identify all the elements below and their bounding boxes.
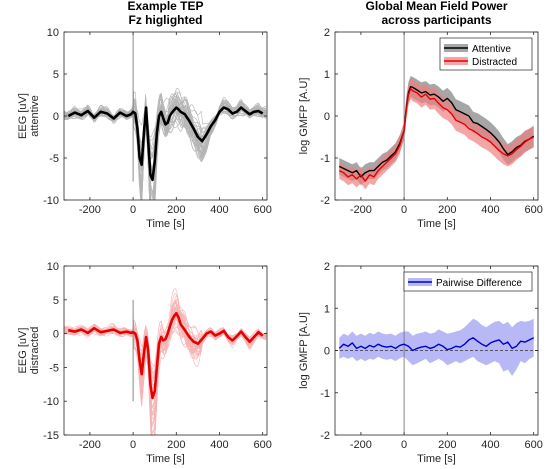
chart-tep_attentive: -200 0 200 400 600 -10 -5 0 5 10 Time [s] EEG [uV] a… <box>17 0 272 230</box>
x-tick-label: 200 <box>167 439 185 451</box>
y-tick-label: -10 <box>43 195 59 207</box>
plot-area <box>64 32 267 200</box>
chart-title: across participants <box>381 13 491 27</box>
y-tick-label: -2 <box>320 430 330 442</box>
y-tick-label: 5 <box>53 69 59 81</box>
band-pairwise-difference <box>339 318 534 376</box>
legend-label: Attentive <box>472 44 511 55</box>
chart-title: Example TEP <box>127 0 203 13</box>
plot-area <box>335 266 538 435</box>
y-tick-label: 0 <box>324 346 330 358</box>
y-axis-label: EEG [uV] <box>17 328 29 374</box>
y-tick-label: 1 <box>324 303 330 315</box>
trial-trace <box>64 305 267 428</box>
legend: Pairwise Difference <box>403 271 533 292</box>
x-tick-label: 600 <box>525 439 543 451</box>
trial-trace <box>64 310 267 416</box>
y-tick-label: 5 <box>53 295 59 307</box>
x-axis-label: Time [s] <box>417 453 456 465</box>
x-tick-label: -200 <box>350 439 372 451</box>
y-tick-label: 1 <box>324 69 330 81</box>
series-line-pairwise-difference <box>338 337 535 352</box>
y-tick-label: -5 <box>49 362 59 374</box>
y-tick-label: 2 <box>324 27 330 39</box>
x-tick-label: 400 <box>481 439 499 451</box>
y-tick-label: 2 <box>324 261 330 273</box>
x-tick-label: 600 <box>254 204 272 216</box>
y-axis-label: log GMFP [A.U] <box>298 78 310 155</box>
x-tick-label: 600 <box>525 204 543 216</box>
y-tick-label: -2 <box>320 195 330 207</box>
y-axis-label: log GMFP [A.U] <box>298 312 310 389</box>
y-tick-label: -5 <box>49 153 59 165</box>
x-tick-label: -200 <box>79 204 101 216</box>
x-tick-label: 0 <box>401 439 407 451</box>
y-tick-label: 10 <box>47 261 59 273</box>
y-tick-label: 0 <box>53 329 59 341</box>
x-tick-label: 0 <box>401 204 407 216</box>
x-tick-label: 400 <box>210 439 228 451</box>
x-axis-label: Time [s] <box>417 218 456 230</box>
y-tick-label: 0 <box>53 111 59 123</box>
legend-label: Pairwise Difference <box>436 278 522 289</box>
series-line-highlight <box>68 312 264 400</box>
x-tick-label: 0 <box>130 204 136 216</box>
chart-gmfp_both: -200 0 200 400 600 -2 -1 0 1 2 Time [s] log GMFP [A… <box>298 0 543 230</box>
y-tick-label: -15 <box>43 430 59 442</box>
chart-title: Fz higlighted <box>129 13 203 27</box>
axes-frame <box>63 265 268 436</box>
chart-gmfp_difference: -200 0 200 400 600 -2 -1 0 1 2 Time [s] log GMFP [A… <box>298 261 543 465</box>
series-line-highlight <box>67 106 264 182</box>
legend-box <box>403 271 533 292</box>
x-tick-label: 400 <box>481 204 499 216</box>
plot-area <box>64 266 267 435</box>
legend-label: Distracted <box>472 57 517 68</box>
legend: Attentive Distracted <box>439 37 533 71</box>
y-axis-label: attentive <box>29 95 41 137</box>
x-tick-label: 200 <box>167 204 185 216</box>
x-axis-label: Time [s] <box>146 218 185 230</box>
y-axis-label: EEG [uV] <box>17 93 29 139</box>
y-tick-label: -1 <box>320 153 330 165</box>
x-tick-label: -200 <box>79 439 101 451</box>
x-tick-label: 0 <box>130 439 136 451</box>
x-tick-label: 400 <box>210 204 228 216</box>
x-tick-label: 200 <box>438 439 456 451</box>
y-tick-label: -1 <box>320 388 330 400</box>
x-axis-label: Time [s] <box>146 453 185 465</box>
series-line-attentive <box>338 85 535 178</box>
y-tick-label: 0 <box>324 111 330 123</box>
x-tick-label: 600 <box>254 439 272 451</box>
y-tick-label: 10 <box>47 27 59 39</box>
chart-title: Global Mean Field Power <box>365 0 507 13</box>
x-tick-label: 200 <box>438 204 456 216</box>
chart-tep_distracted: -200 0 200 400 600 -15 -10 -5 0 5 10 Time [s] EEG [u… <box>17 261 272 465</box>
y-axis-label: distracted <box>29 327 41 375</box>
y-tick-label: -10 <box>43 396 59 408</box>
x-tick-label: -200 <box>350 204 372 216</box>
series-line-distracted <box>338 88 535 182</box>
